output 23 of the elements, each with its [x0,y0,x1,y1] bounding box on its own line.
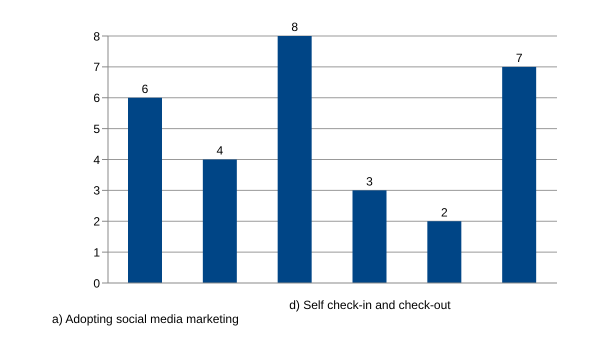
bar [502,66,536,283]
y-tick-label: 8 [93,29,100,44]
y-tick-label: 1 [93,245,100,260]
data-label: 8 [291,20,298,34]
data-label: 7 [516,50,523,65]
y-tick-label: 2 [93,214,100,229]
bar [352,190,386,283]
y-tick-label: 4 [93,152,100,167]
bar [128,98,162,283]
y-tick-label: 7 [93,60,100,74]
y-tick-label: 0 [93,276,100,290]
data-label: 4 [216,144,224,158]
y-tick-label: 6 [93,91,100,106]
data-label: 2 [440,205,448,220]
x-tick-label: d) Self check-in and check-out [289,298,452,312]
y-tick-label: 3 [93,184,100,198]
x-tick-label: a) Adopting social media marketing [52,312,239,326]
data-label: 6 [142,82,149,96]
bar [278,36,312,283]
y-tick-label: 5 [93,122,100,136]
data-label: 3 [366,174,374,188]
bar [427,221,462,283]
bar [202,160,237,283]
